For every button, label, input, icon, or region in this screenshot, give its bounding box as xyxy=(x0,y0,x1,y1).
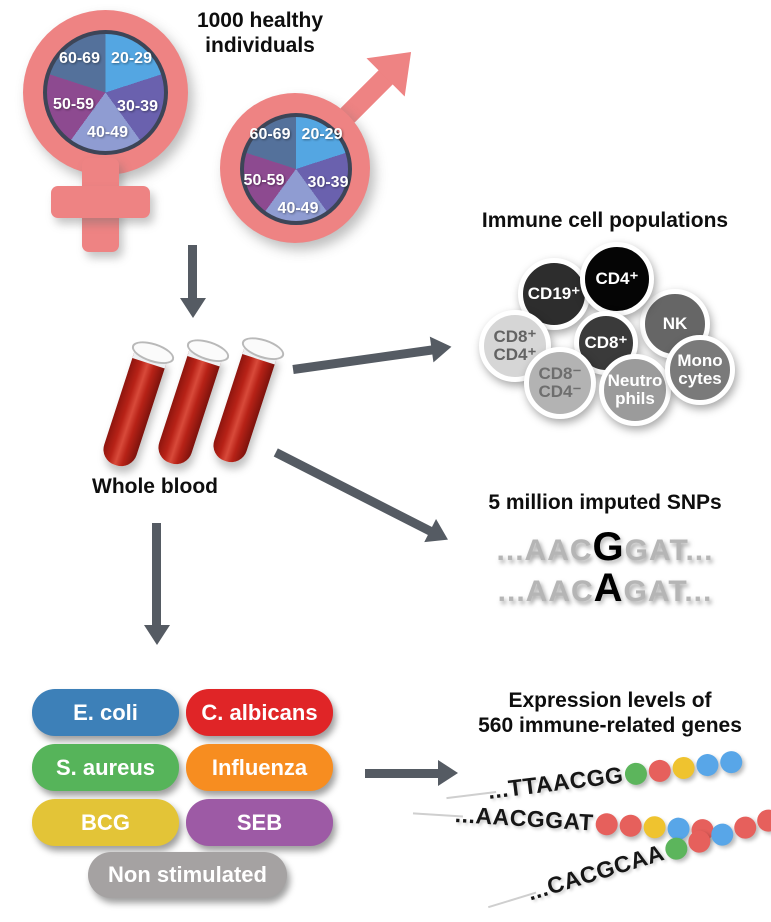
snps-title: 5 million imputed SNPs xyxy=(488,491,722,514)
expression-dot-red xyxy=(731,813,759,841)
immune-cells-title: Immune cell populations xyxy=(481,209,729,232)
cell-label: CD4⁺ xyxy=(595,268,639,288)
pie-label-60-69: 60-69 xyxy=(249,126,291,143)
pie-label-60-69: 60-69 xyxy=(59,49,100,67)
expression-dot-yellow xyxy=(642,815,667,839)
arrow-head xyxy=(438,760,458,786)
cell-cd19: CD19⁺ xyxy=(518,258,590,330)
expression-dot-blue xyxy=(719,749,744,774)
pill-label: Non stimulated xyxy=(108,862,267,887)
arrow-head xyxy=(429,333,454,363)
pie-label-30-39: 30-39 xyxy=(307,174,349,191)
expression-dot-blue xyxy=(695,752,720,777)
cell-monocytes: Mono cytes xyxy=(665,335,735,405)
pill-influenza: Influenza xyxy=(186,744,333,791)
pill-s-aureus: S. aureus xyxy=(32,744,179,791)
sequence-suffix: GAT... xyxy=(623,575,713,608)
expression-title: Expression levels of 560 immune-related … xyxy=(450,688,770,738)
expression-title-line-1: Expression levels of xyxy=(508,689,712,712)
cell-label: CD4⁻ xyxy=(538,382,582,401)
arrow-shaft xyxy=(292,344,435,374)
snp-sequence-1: ...AAC G GAT... xyxy=(440,525,770,570)
cell-label: NK xyxy=(662,313,688,333)
pill-non-stimulated: Non stimulated xyxy=(88,852,287,898)
page-title: 1000 healthy individuals xyxy=(160,8,360,58)
expression-dot-red xyxy=(754,806,771,834)
pill-e-coli: E. coli xyxy=(32,689,179,736)
snp-sequence-2: ...AAC A GAT... xyxy=(440,566,770,611)
cell-label: phils xyxy=(615,389,655,408)
title-line-1: 1000 healthy xyxy=(196,9,324,32)
arrow-shaft xyxy=(273,447,434,536)
cell-label: CD19⁺ xyxy=(527,283,581,303)
cell-label: CD8⁻ xyxy=(538,363,582,383)
gene-strand-1: ...TTAACGG xyxy=(446,747,744,805)
cell-label: CD8⁺ xyxy=(584,332,628,352)
cell-label: cytes xyxy=(678,369,722,388)
arrow-shaft xyxy=(188,245,198,300)
cell-cd4: CD4⁺ xyxy=(580,242,654,316)
strand-sequence: ...AACGGAT xyxy=(454,801,595,836)
cell-label: Mono xyxy=(677,350,723,370)
expression-dot-red xyxy=(618,813,643,837)
sequence-variant-allele: G xyxy=(592,525,625,569)
sequence-suffix: GAT... xyxy=(624,534,714,567)
strand-sequence: ...TTAACGG xyxy=(486,761,625,804)
arrow-head xyxy=(144,625,170,645)
sequence-prefix: ...AAC xyxy=(497,575,594,608)
expression-title-line-2: 560 immune-related genes xyxy=(478,714,742,737)
pill-bcg: BCG xyxy=(32,799,179,846)
whole-blood-label: Whole blood xyxy=(92,475,218,498)
expression-dot-green xyxy=(623,761,649,786)
arrow-shaft xyxy=(152,523,162,627)
pie-label-20-29: 20-29 xyxy=(301,126,343,143)
cell-neutrophils: Neutro phils xyxy=(599,354,671,426)
cell-label: CD8⁺ xyxy=(493,326,537,346)
pill-label: Influenza xyxy=(211,754,308,780)
male-age-pie: 20-29 30-39 40-49 50-59 60-69 xyxy=(240,113,352,225)
pill-label: BCG xyxy=(81,809,130,835)
pill-seb: SEB xyxy=(186,799,333,846)
pill-label: SEB xyxy=(236,809,283,835)
expression-dot-green xyxy=(662,834,690,862)
cell-label: Neutro xyxy=(607,370,663,390)
pie-label-40-49: 40-49 xyxy=(87,123,128,141)
female-age-pie: 20-29 30-39 40-49 50-59 60-69 xyxy=(43,30,168,155)
pill-c-albicans: C. albicans xyxy=(186,689,333,736)
pill-label: C. albicans xyxy=(201,699,318,725)
title-line-2: individuals xyxy=(205,34,315,57)
pill-label: S. aureus xyxy=(55,754,156,780)
cell-cd8-cd4-double-negative: CD8⁻ CD4⁻ xyxy=(524,347,596,419)
pie-label-30-39: 30-39 xyxy=(117,97,158,115)
strand-sequence: ...CACGCAA xyxy=(524,839,668,906)
pie-label-20-29: 20-29 xyxy=(111,49,152,67)
expression-dot-yellow xyxy=(671,755,696,780)
pie-label-50-59: 50-59 xyxy=(53,95,94,113)
expression-dot-red xyxy=(685,827,713,855)
pie-label-50-59: 50-59 xyxy=(243,172,285,189)
arrow-head xyxy=(180,298,206,318)
arrow-shaft xyxy=(365,768,440,778)
cell-label: CD4⁺ xyxy=(493,345,537,364)
female-cross-horizontal xyxy=(51,186,150,218)
sequence-prefix: ...AAC xyxy=(496,534,593,567)
expression-dot-blue xyxy=(708,820,736,848)
sequence-variant-allele: A xyxy=(593,566,624,610)
expression-dot-red xyxy=(594,812,619,836)
pie-label-40-49: 40-49 xyxy=(277,200,319,217)
expression-dots xyxy=(622,749,744,786)
pill-label: E. coli xyxy=(73,699,138,725)
expression-dot-red xyxy=(647,758,673,783)
